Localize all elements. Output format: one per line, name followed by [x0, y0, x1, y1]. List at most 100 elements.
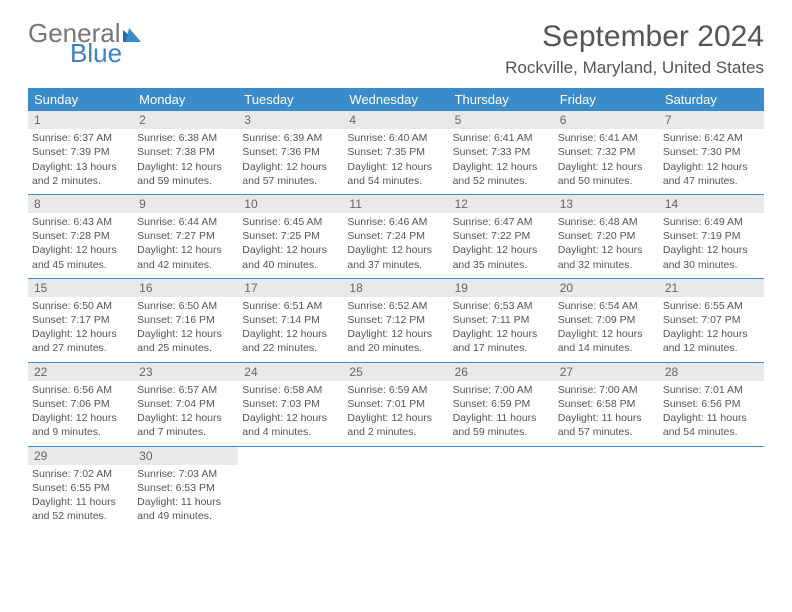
day-number-bar: 15 [28, 279, 133, 297]
day-info: Sunrise: 6:56 AMSunset: 7:06 PMDaylight:… [32, 383, 129, 440]
weekday-header-row: SundayMondayTuesdayWednesdayThursdayFrid… [28, 88, 764, 111]
daylight-text: Daylight: 12 hours and 7 minutes. [137, 411, 234, 439]
weekday-wednesday: Wednesday [343, 88, 448, 111]
day-info: Sunrise: 6:54 AMSunset: 7:09 PMDaylight:… [558, 299, 655, 356]
weekday-tuesday: Tuesday [238, 88, 343, 111]
sunset-text: Sunset: 7:32 PM [558, 145, 655, 159]
sunrise-text: Sunrise: 7:00 AM [558, 383, 655, 397]
day-number: 1 [34, 113, 41, 127]
day-number: 5 [455, 113, 462, 127]
sunrise-text: Sunrise: 6:50 AM [137, 299, 234, 313]
sunrise-text: Sunrise: 6:40 AM [347, 131, 444, 145]
daylight-text: Daylight: 12 hours and 45 minutes. [32, 243, 129, 271]
day-number: 16 [139, 281, 152, 295]
day-number-bar: 21 [659, 279, 764, 297]
sunset-text: Sunset: 7:01 PM [347, 397, 444, 411]
day-number-bar: 8 [28, 195, 133, 213]
daylight-text: Daylight: 12 hours and 2 minutes. [347, 411, 444, 439]
day-cell-28: 28Sunrise: 7:01 AMSunset: 6:56 PMDayligh… [659, 363, 764, 446]
weekday-monday: Monday [133, 88, 238, 111]
sunset-text: Sunset: 7:06 PM [32, 397, 129, 411]
day-number: 23 [139, 365, 152, 379]
day-number: 20 [560, 281, 573, 295]
day-cell-8: 8 Sunrise: 6:43 AMSunset: 7:28 PMDaylight… [28, 195, 133, 278]
week-row: 15Sunrise: 6:50 AMSunset: 7:17 PMDayligh… [28, 279, 764, 363]
day-cell-7: 7Sunrise: 6:42 AMSunset: 7:30 PMDaylight… [659, 111, 764, 194]
day-info: Sunrise: 6:48 AMSunset: 7:20 PMDaylight:… [558, 215, 655, 272]
daylight-text: Daylight: 12 hours and 40 minutes. [242, 243, 339, 271]
calendar: SundayMondayTuesdayWednesdayThursdayFrid… [28, 88, 764, 529]
day-number: 26 [455, 365, 468, 379]
day-cell-21: 21Sunrise: 6:55 AMSunset: 7:07 PMDayligh… [659, 279, 764, 362]
title-block: September 2024 Rockville, Maryland, Unit… [505, 20, 764, 78]
daylight-text: Daylight: 12 hours and 12 minutes. [663, 327, 760, 355]
sunset-text: Sunset: 6:53 PM [137, 481, 234, 495]
daylight-text: Daylight: 12 hours and 20 minutes. [347, 327, 444, 355]
day-cell-10: 10Sunrise: 6:45 AMSunset: 7:25 PMDayligh… [238, 195, 343, 278]
day-info: Sunrise: 6:53 AMSunset: 7:11 PMDaylight:… [453, 299, 550, 356]
day-number: 19 [455, 281, 468, 295]
day-info: Sunrise: 6:59 AMSunset: 7:01 PMDaylight:… [347, 383, 444, 440]
sunrise-text: Sunrise: 6:41 AM [453, 131, 550, 145]
day-cell-16: 16 Sunrise: 6:50 AMSunset: 7:16 PMDayligh… [133, 279, 238, 362]
day-cell-17: 17Sunrise: 6:51 AMSunset: 7:14 PMDayligh… [238, 279, 343, 362]
day-cell-11: 11Sunrise: 6:46 AMSunset: 7:24 PMDayligh… [343, 195, 448, 278]
day-cell-6: 6Sunrise: 6:41 AMSunset: 7:32 PMDaylight… [554, 111, 659, 194]
sunrise-text: Sunrise: 6:38 AM [137, 131, 234, 145]
day-cell-12: 12Sunrise: 6:47 AMSunset: 7:22 PMDayligh… [449, 195, 554, 278]
sunset-text: Sunset: 7:33 PM [453, 145, 550, 159]
daylight-text: Daylight: 11 hours and 57 minutes. [558, 411, 655, 439]
daylight-text: Daylight: 13 hours and 2 minutes. [32, 160, 129, 188]
sunset-text: Sunset: 7:39 PM [32, 145, 129, 159]
day-info: Sunrise: 6:52 AMSunset: 7:12 PMDaylight:… [347, 299, 444, 356]
daylight-text: Daylight: 12 hours and 14 minutes. [558, 327, 655, 355]
day-info: Sunrise: 7:00 AMSunset: 6:59 PMDaylight:… [453, 383, 550, 440]
day-cell-19: 19 Sunrise: 6:53 AMSunset: 7:11 PMDayligh… [449, 279, 554, 362]
day-info: Sunrise: 6:58 AMSunset: 7:03 PMDaylight:… [242, 383, 339, 440]
daylight-text: Daylight: 12 hours and 37 minutes. [347, 243, 444, 271]
sunrise-text: Sunrise: 6:46 AM [347, 215, 444, 229]
day-cell-25: 25Sunrise: 6:59 AMSunset: 7:01 PMDayligh… [343, 363, 448, 446]
day-cell-9: 9Sunrise: 6:44 AMSunset: 7:27 PMDaylight… [133, 195, 238, 278]
day-number-bar: 2 [133, 111, 238, 129]
sunset-text: Sunset: 7:36 PM [242, 145, 339, 159]
day-number: 30 [139, 449, 152, 463]
sunrise-text: Sunrise: 6:37 AM [32, 131, 129, 145]
sunrise-text: Sunrise: 6:54 AM [558, 299, 655, 313]
sunset-text: Sunset: 7:07 PM [663, 313, 760, 327]
day-number-bar: 12 [449, 195, 554, 213]
day-number: 9 [139, 197, 146, 211]
day-info: Sunrise: 6:43 AMSunset: 7:28 PMDaylight:… [32, 215, 129, 272]
day-number-bar: 13 [554, 195, 659, 213]
logo-blue-text: Blue [70, 40, 141, 66]
daylight-text: Daylight: 12 hours and 47 minutes. [663, 160, 760, 188]
sunset-text: Sunset: 7:25 PM [242, 229, 339, 243]
day-number: 3 [244, 113, 251, 127]
sunset-text: Sunset: 7:16 PM [137, 313, 234, 327]
sunrise-text: Sunrise: 6:51 AM [242, 299, 339, 313]
day-number-bar: 17 [238, 279, 343, 297]
sunrise-text: Sunrise: 7:00 AM [453, 383, 550, 397]
daylight-text: Daylight: 12 hours and 54 minutes. [347, 160, 444, 188]
day-number: 10 [244, 197, 257, 211]
daylight-text: Daylight: 12 hours and 57 minutes. [242, 160, 339, 188]
day-cell-18: 18 Sunrise: 6:52 AMSunset: 7:12 PMDayligh… [343, 279, 448, 362]
day-number: 18 [349, 281, 362, 295]
day-number: 7 [665, 113, 672, 127]
day-cell-30: 30Sunrise: 7:03 AMSunset: 6:53 PMDayligh… [133, 447, 238, 530]
day-number: 22 [34, 365, 47, 379]
day-number-bar: 30 [133, 447, 238, 465]
day-number-bar: 9 [133, 195, 238, 213]
day-cell-4: 4Sunrise: 6:40 AMSunset: 7:35 PMDaylight… [343, 111, 448, 194]
sunrise-text: Sunrise: 6:52 AM [347, 299, 444, 313]
sunset-text: Sunset: 7:30 PM [663, 145, 760, 159]
day-info: Sunrise: 6:50 AMSunset: 7:16 PMDaylight:… [137, 299, 234, 356]
sunset-text: Sunset: 7:20 PM [558, 229, 655, 243]
daylight-text: Daylight: 12 hours and 32 minutes. [558, 243, 655, 271]
sunset-text: Sunset: 7:27 PM [137, 229, 234, 243]
day-cell-22: 22 Sunrise: 6:56 AMSunset: 7:06 PMDayligh… [28, 363, 133, 446]
day-number-bar: 16 [133, 279, 238, 297]
day-number-bar: 7 [659, 111, 764, 129]
day-number-bar: 20 [554, 279, 659, 297]
day-cell-empty [659, 447, 764, 530]
